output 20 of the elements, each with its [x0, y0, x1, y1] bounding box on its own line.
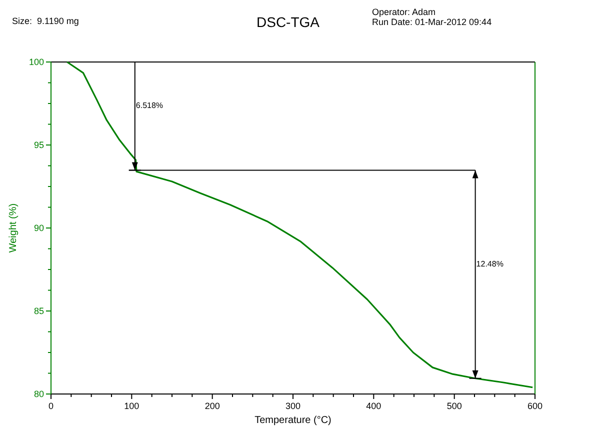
y-tick-label: 100	[28, 57, 44, 67]
x-tick-label: 100	[124, 401, 140, 411]
y-tick-label: 95	[34, 140, 44, 150]
chart-title: DSC-TGA	[256, 14, 320, 30]
x-tick-label: 400	[366, 401, 382, 411]
y-tick-label: 80	[34, 389, 44, 399]
x-tick-label: 200	[204, 401, 220, 411]
x-tick-label: 300	[285, 401, 301, 411]
x-tick-label: 500	[446, 401, 462, 411]
y-tick-label: 90	[34, 223, 44, 233]
text: Run Date: 01-Mar-2012 09:44	[372, 17, 492, 27]
x-tick-label: 0	[48, 401, 54, 411]
x-tick-label: 600	[527, 401, 543, 411]
text: Operator: Adam	[372, 7, 436, 17]
y-tick-label: 85	[34, 306, 44, 316]
x-axis-title: Temperature (°C)	[254, 415, 332, 426]
annotation: 12.48%	[476, 259, 504, 268]
text: Size: 9.1190 mg	[12, 16, 79, 26]
y-axis-title: Weight (%)	[8, 203, 19, 253]
annotation: 6.518%	[136, 101, 164, 110]
